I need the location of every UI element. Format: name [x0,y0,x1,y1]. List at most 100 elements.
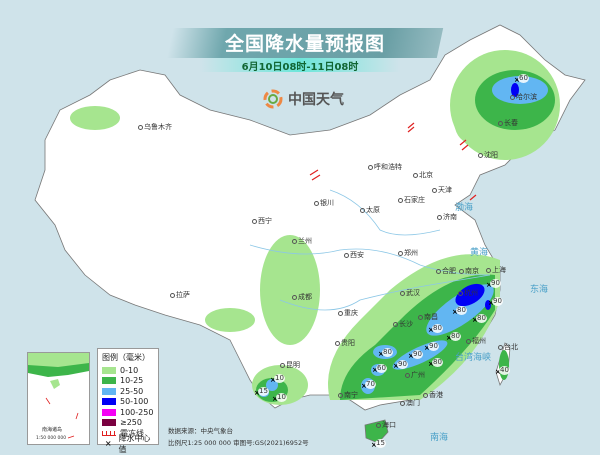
rain-center-value: 90 [412,350,423,359]
legend-swatch [102,377,116,385]
sea-label: 东海 [530,285,549,295]
city-label: 哈尔滨 [510,92,537,102]
subtitle-banner [200,58,400,72]
rain-center-cross-icon: × [424,344,430,352]
rain-center-cross-icon: × [472,316,478,324]
logo-text: 中国天气 [288,92,344,108]
rain-center-cross-icon: × [428,360,434,368]
rain-center-value: 10 [276,393,287,402]
rain-center-cross-icon: × [254,389,260,397]
legend-label: 0-10 [120,365,139,375]
legend-item: 10-25 [102,376,154,387]
logo: 中国天气 [262,88,344,110]
legend-label: ≥250 [120,418,142,428]
city-label: 拉萨 [170,290,190,300]
legend-label: 25-50 [120,386,144,396]
legend-swatch [102,419,116,427]
frost-line-icon [102,430,116,436]
rain-center-value: 70 [365,380,376,389]
city-label: 西宁 [252,216,272,226]
sea-label: 渤海 [455,203,474,213]
rain-center-value: 90 [492,297,503,306]
city-label: 长春 [498,118,518,128]
legend-frost-line: 霜冻线 [102,428,154,439]
scale-info: 比例尺1:25 000 000 审图号:GS(2021)6952号 [168,439,309,447]
legend-item: ≥250 [102,418,154,429]
rain-center-cross-icon: × [361,382,367,390]
cross-icon: × [104,439,112,449]
city-label: 沈阳 [478,150,498,160]
rain-center-value: 80 [432,358,443,367]
rain-center-cross-icon: × [378,350,384,358]
map-title: 全国降水量预报图 [224,33,385,55]
weather-logo-icon [263,89,283,109]
rain-center-value: 40 [499,366,510,375]
rain-center-cross-icon: × [446,334,452,342]
city-label: 南昌 [418,312,438,322]
city-label: 呼和浩特 [368,162,402,172]
city-label: 武汉 [400,288,420,298]
legend-label: 50-100 [120,397,149,407]
rain-center-cross-icon: × [452,308,458,316]
legend-swatch [102,398,116,406]
rain-center-value: 60 [518,74,529,83]
rain-center-cross-icon: × [270,376,276,384]
city-label: 长沙 [393,319,413,329]
city-label: 合肥 [436,266,456,276]
rain-center-markers: ×××××××××× ××××××××× [254,76,520,449]
legend-title: 图例（毫米） [102,353,150,362]
legend-item: 50-100 [102,397,154,408]
rain-center-value: 80 [432,324,443,333]
city-label: 成都 [292,292,312,302]
rain-center-cross-icon: × [495,368,501,376]
sea-label: 黄海 [470,248,489,258]
rain-center-value: 80 [476,314,487,323]
city-label: 天津 [432,185,452,195]
legend-swatch [102,387,116,395]
legend-label: 100-250 [120,407,154,417]
legend-label: 10-25 [120,376,144,386]
legend-center-value: × 降水中心值 [102,434,154,454]
city-label: 郑州 [398,248,418,258]
rain-center-value: 80 [456,306,467,315]
rain-center-value: 10 [274,374,285,383]
sea-label: 台湾海峡 [455,353,492,363]
legend-swatch [102,366,116,374]
city-label: 重庆 [338,308,358,318]
rain-center-value: 15 [258,387,269,396]
legend: 图例（毫米） 0-10 10-25 25-50 50-100 100-250 ≥250 霜… [97,348,159,454]
legend-item: 25-50 [102,386,154,397]
city-label: 南宁 [338,390,358,400]
city-label: 昆明 [280,360,300,370]
rain-center-cross-icon: × [272,395,278,403]
rain-center-cross-icon: × [393,362,399,370]
rain-center-cross-icon: × [428,326,434,334]
legend-item: 0-10 [102,365,154,376]
rain-center-cross-icon: × [486,281,492,289]
data-source: 数据来源：中央气象台 [168,427,233,435]
rain-center-cross-icon: × [408,352,414,360]
legend-label: 降水中心值 [118,433,151,454]
rain-center-value: 90 [428,342,439,351]
city-label: 济南 [437,212,457,222]
city-label: 西安 [344,250,364,260]
rain-center-value: 80 [450,332,461,341]
rain-center-value: 60 [376,364,387,373]
rain-center-cross-icon: × [514,76,520,84]
legend-swatch [102,408,116,416]
rain-center-cross-icon: × [372,366,378,374]
south-china-sea-inset: 南海诸岛 1:50 000 000 [27,352,90,445]
city-label: 贵阳 [335,338,355,348]
legend-item: 100-250 [102,407,154,418]
rain-center-value: 15 [375,439,386,448]
city-label: 北京 [413,170,433,180]
map-subtitle: 6月10日08时-11日08时 [241,62,359,73]
sea-label: 南海 [430,433,449,443]
inset-map [28,353,89,439]
rain-center-value: 90 [490,279,501,288]
city-label: 兰州 [292,236,312,246]
city-label: 福州 [466,336,486,346]
rain-center-value: 80 [382,348,393,357]
city-label: 石家庄 [398,195,425,205]
legend-label: 霜冻线 [120,428,144,438]
